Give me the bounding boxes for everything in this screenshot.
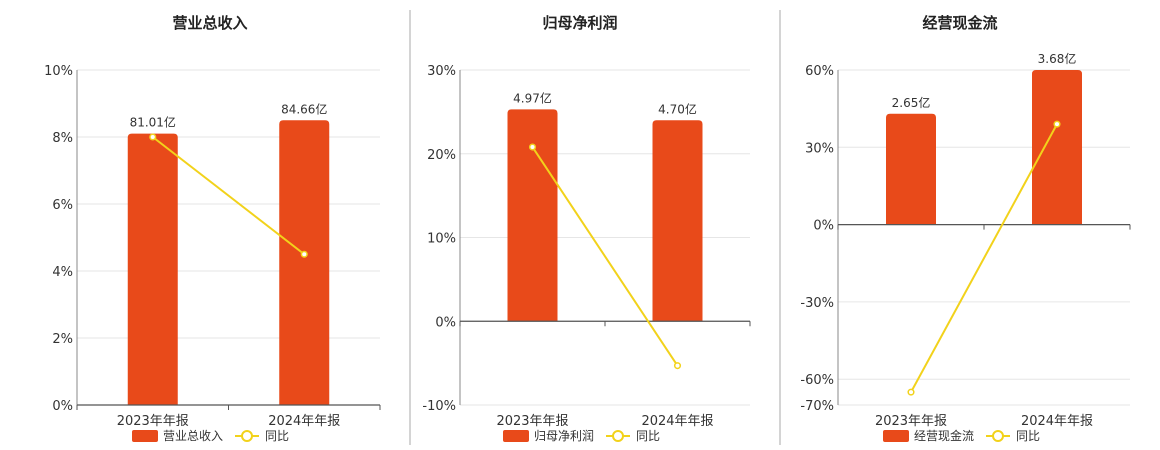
yoy-point: [149, 133, 157, 141]
y-tick-label: -10%: [422, 399, 456, 414]
y-tick-label: 20%: [427, 148, 456, 163]
bar-value-label: 3.68亿: [1038, 51, 1077, 66]
y-tick-label: -70%: [800, 399, 834, 414]
bar: [886, 113, 936, 225]
bar: [507, 109, 558, 322]
x-category-label: 2023年年报: [117, 414, 189, 429]
yoy-point: [907, 388, 915, 396]
yoy-point: [673, 362, 682, 370]
y-tick-label: -60%: [800, 373, 834, 388]
legend-bar-label: 营业总收入: [163, 429, 223, 443]
chart-title: 经营现金流: [922, 14, 997, 32]
yoy-line-series: [152, 136, 305, 256]
bar: [279, 120, 330, 405]
legend-bar-label: 经营现金流: [914, 428, 974, 443]
x-category-label: 2024年年报: [268, 414, 340, 429]
legend-line-label: 同比: [636, 429, 660, 443]
y-tick-label: 2%: [52, 332, 73, 347]
bar: [127, 133, 178, 405]
bar-value-label: 4.70亿: [658, 101, 697, 116]
y-tick-label: 10%: [44, 64, 73, 79]
yoy-point: [528, 143, 537, 151]
x-category-label: 2023年年报: [496, 414, 568, 429]
y-tick-label: 10%: [427, 232, 456, 247]
y-tick-label: 0%: [52, 399, 73, 414]
yoy-line-series: [531, 146, 679, 367]
y-tick-label: -30%: [800, 296, 834, 311]
bar-value-label: 84.66亿: [281, 101, 327, 116]
y-tick-label: 30%: [805, 141, 834, 156]
y-tick-label: 60%: [805, 64, 834, 79]
bar-value-label: 81.01亿: [130, 115, 176, 130]
y-tick-label: 0%: [435, 315, 456, 330]
legend-bar-label: 归母净利润: [534, 429, 594, 443]
bar-value-label: 4.97亿: [513, 90, 552, 105]
legend-bar-swatch: [132, 430, 158, 442]
y-tick-label: 8%: [52, 131, 73, 146]
yoy-point: [300, 250, 308, 258]
legend-line-marker: [992, 430, 1004, 442]
x-category-label: 2023年年报: [875, 414, 947, 429]
bar-value-label: 2.65亿: [892, 95, 931, 110]
yoy-line-series: [910, 123, 1058, 393]
legend-line-marker: [612, 430, 624, 442]
y-tick-label: 0%: [813, 219, 834, 234]
legend-line-marker: [241, 430, 253, 442]
y-tick-label: 4%: [52, 265, 73, 280]
legend-bar-swatch: [883, 430, 909, 442]
legend-bar-swatch: [503, 430, 529, 442]
bar: [652, 120, 703, 322]
bar: [1032, 70, 1082, 225]
y-tick-label: 6%: [52, 198, 73, 213]
legend-line-label: 同比: [265, 429, 289, 443]
legend-line-label: 同比: [1016, 429, 1040, 443]
x-category-label: 2024年年报: [641, 414, 713, 429]
chart-title: 归母净利润: [542, 14, 617, 32]
chart-title: 营业总收入: [172, 14, 247, 32]
x-category-label: 2024年年报: [1021, 414, 1093, 429]
y-tick-label: 30%: [427, 64, 456, 79]
yoy-point: [1053, 120, 1061, 128]
